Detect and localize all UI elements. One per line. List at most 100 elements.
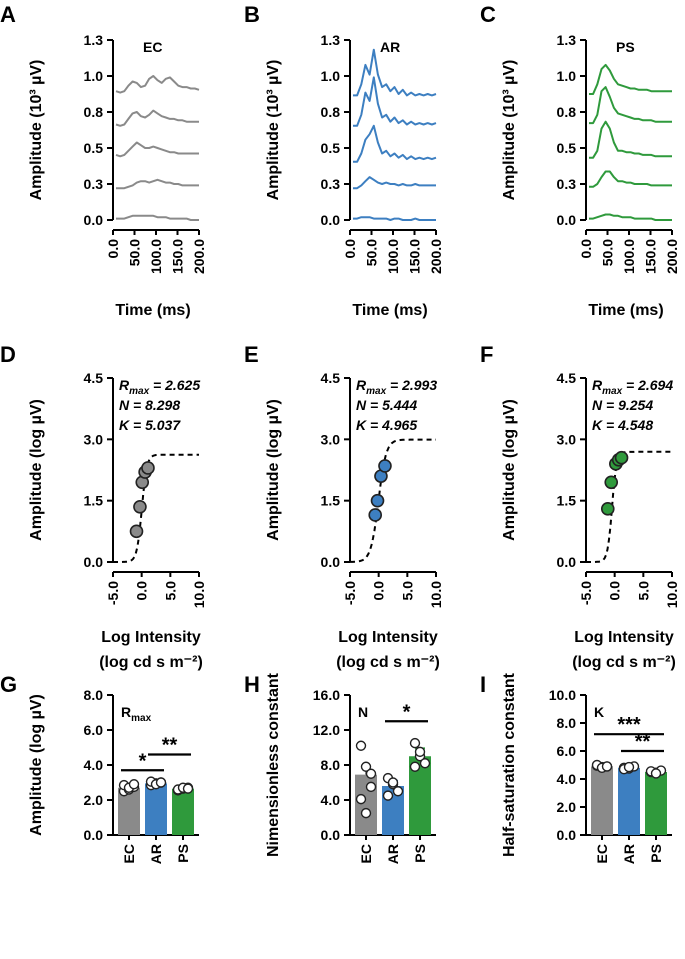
inset-label: K bbox=[594, 704, 604, 720]
trace-line-5 bbox=[589, 63, 672, 95]
x-tick-label: 10.0 bbox=[428, 581, 444, 608]
data-point bbox=[614, 450, 629, 465]
panel-letter: B bbox=[244, 2, 260, 27]
n-annotation: N = 5.444 bbox=[356, 397, 417, 413]
panel-a: 0.0 0.3 0.5 0.8 1.0 1.3 Amplitude (10³ µV) 0.0 5… bbox=[28, 32, 207, 319]
category-label: PS bbox=[648, 844, 664, 863]
y-tick-label: 0.0 bbox=[84, 554, 104, 570]
y-axis-title: Nimensionless constant bbox=[265, 672, 282, 857]
x-tick-label: 5.0 bbox=[635, 581, 651, 601]
data-point bbox=[141, 461, 155, 475]
trace-line-1 bbox=[116, 214, 199, 221]
panel-letter: E bbox=[244, 342, 259, 367]
rmax-subscript: max bbox=[602, 386, 622, 397]
x-tick-label: 100.0 bbox=[148, 239, 164, 274]
y-tick-label: 10.0 bbox=[549, 687, 576, 703]
panel-b: 0.0 0.3 0.5 0.8 1.0 1.3 Amplitude (10³ µV) 0.0 5… bbox=[265, 32, 444, 319]
individual-point bbox=[409, 737, 421, 749]
individual-point bbox=[128, 779, 140, 790]
panel-letter: F bbox=[480, 342, 493, 367]
individual-point bbox=[355, 793, 367, 805]
individual-point bbox=[360, 761, 372, 772]
individual-point bbox=[419, 758, 431, 769]
y-tick-label: 8.0 bbox=[321, 757, 341, 773]
y-tick-label: 1.0 bbox=[84, 68, 104, 84]
inset-label: AR bbox=[380, 39, 400, 55]
y-tick-label: 1.3 bbox=[84, 32, 104, 48]
bar-ar bbox=[145, 783, 167, 835]
significance-stars: * bbox=[139, 750, 147, 772]
individual-point bbox=[155, 777, 167, 788]
y-tick-label: 0.8 bbox=[84, 104, 104, 120]
bar-ec bbox=[118, 787, 140, 835]
category-label: PS bbox=[412, 844, 428, 863]
y-tick-label: 8.0 bbox=[557, 715, 577, 731]
y-tick-label: 0.0 bbox=[557, 212, 577, 228]
x-tick-label: 5.0 bbox=[162, 581, 178, 601]
y-axis-title: Half-saturation constant bbox=[501, 672, 518, 857]
y-tick-label: 3.0 bbox=[84, 431, 104, 447]
x-tick-label: -5.0 bbox=[342, 581, 358, 605]
y-tick-label: 0.0 bbox=[84, 827, 104, 843]
y-tick-label: 1.0 bbox=[321, 68, 341, 84]
panel-letter: C bbox=[480, 2, 496, 27]
inset-symbol: K bbox=[594, 704, 604, 720]
y-tick-label: 0.0 bbox=[557, 554, 577, 570]
y-tick-label: 4.5 bbox=[84, 370, 104, 386]
y-tick-label: 2.0 bbox=[84, 792, 104, 808]
data-point bbox=[378, 459, 392, 473]
x-tick-label: 100.0 bbox=[621, 239, 637, 274]
rmax-annotation: Rmax = 2.625 bbox=[119, 377, 200, 397]
y-axis-title: Amplitude (10³ µV) bbox=[265, 60, 282, 201]
panel-letter: I bbox=[480, 672, 486, 697]
x-axis-title-line2: (log cd s m⁻²) bbox=[572, 654, 676, 671]
n-annotation: N = 8.298 bbox=[119, 397, 180, 413]
significance-stars: ** bbox=[635, 731, 651, 753]
trace-line-3 bbox=[115, 141, 199, 158]
y-tick-label: 4.0 bbox=[84, 757, 104, 773]
y-tick-label: 2.0 bbox=[557, 799, 577, 815]
y-tick-label: 8.0 bbox=[84, 687, 104, 703]
bar-ps bbox=[172, 788, 194, 835]
trace-line-5 bbox=[353, 48, 437, 97]
y-tick-label: 1.5 bbox=[84, 493, 104, 509]
y-tick-label: 1.3 bbox=[321, 32, 341, 48]
x-tick-label: 200.0 bbox=[428, 239, 444, 274]
trace-line-4 bbox=[589, 86, 672, 125]
bar-ps bbox=[409, 756, 431, 835]
rmax-value: = 2.625 bbox=[149, 377, 200, 393]
individual-point bbox=[182, 783, 194, 794]
inset-label: EC bbox=[143, 39, 162, 55]
x-tick-label: 0.0 bbox=[342, 239, 358, 259]
rmax-symbol: R bbox=[356, 377, 367, 393]
individual-point bbox=[392, 786, 404, 797]
panel-i: 0.0 2.0 4.0 6.0 8.0 10.0 Half-saturation const… bbox=[501, 672, 672, 864]
y-axis-title: Amplitude (log µV) bbox=[501, 399, 518, 541]
rmax-value: = 2.694 bbox=[622, 377, 673, 393]
y-tick-label: 0.0 bbox=[321, 827, 341, 843]
y-tick-label: 1.0 bbox=[557, 68, 577, 84]
bar-ec bbox=[591, 766, 613, 835]
x-tick-label: 0.0 bbox=[134, 581, 150, 601]
y-tick-label: 0.3 bbox=[557, 176, 577, 192]
fit-curve bbox=[586, 450, 672, 563]
x-tick-label: 0.0 bbox=[607, 581, 623, 601]
trace-line-2 bbox=[353, 176, 436, 190]
trace-line-1 bbox=[589, 213, 672, 221]
individual-point bbox=[360, 807, 372, 819]
category-label: EC bbox=[594, 844, 610, 863]
y-tick-label: 6.0 bbox=[557, 743, 577, 759]
y-tick-label: 12.0 bbox=[313, 722, 340, 738]
panel-letter: A bbox=[0, 2, 16, 27]
trace-line-4 bbox=[115, 109, 199, 127]
rmax-symbol: R bbox=[119, 377, 130, 393]
y-tick-label: 1.3 bbox=[557, 32, 577, 48]
trace-line-1 bbox=[353, 216, 436, 221]
rmax-symbol: R bbox=[592, 377, 603, 393]
y-axis-title: Amplitude (log µV) bbox=[28, 399, 45, 541]
x-tick-label: 100.0 bbox=[385, 239, 401, 274]
y-tick-label: 0.8 bbox=[321, 104, 341, 120]
data-point bbox=[368, 508, 383, 522]
x-tick-label: 50.0 bbox=[127, 239, 143, 266]
